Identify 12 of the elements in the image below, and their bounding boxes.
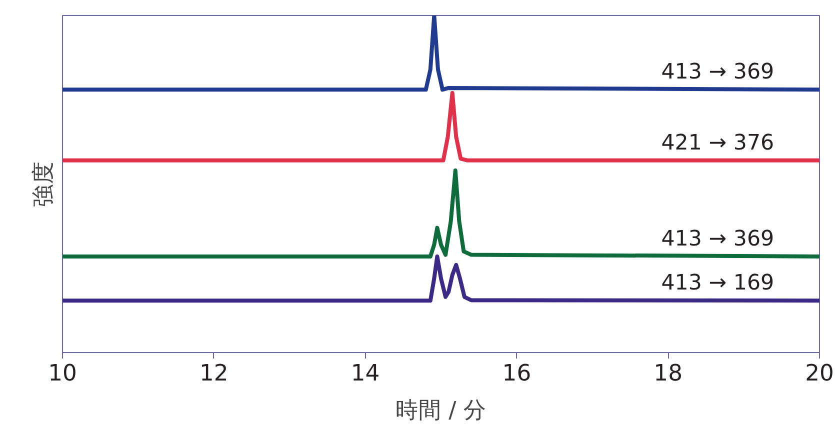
x-tick-label: 14 (350, 360, 380, 386)
x-axis-title: 時間 / 分 (395, 398, 487, 424)
series-label: 413 → 169 (661, 270, 774, 296)
x-tick-label: 20 (805, 360, 834, 386)
series-label: 413 → 369 (661, 60, 774, 85)
x-tick-label: 16 (502, 360, 532, 386)
series-label: 413 → 369 (661, 226, 774, 252)
series-label: 421 → 376 (661, 130, 774, 156)
x-tick-label: 12 (199, 360, 228, 386)
x-tick-label: 10 (48, 360, 77, 386)
x-tick-label: 18 (654, 360, 683, 386)
y-axis-title: 強度 (30, 161, 56, 207)
